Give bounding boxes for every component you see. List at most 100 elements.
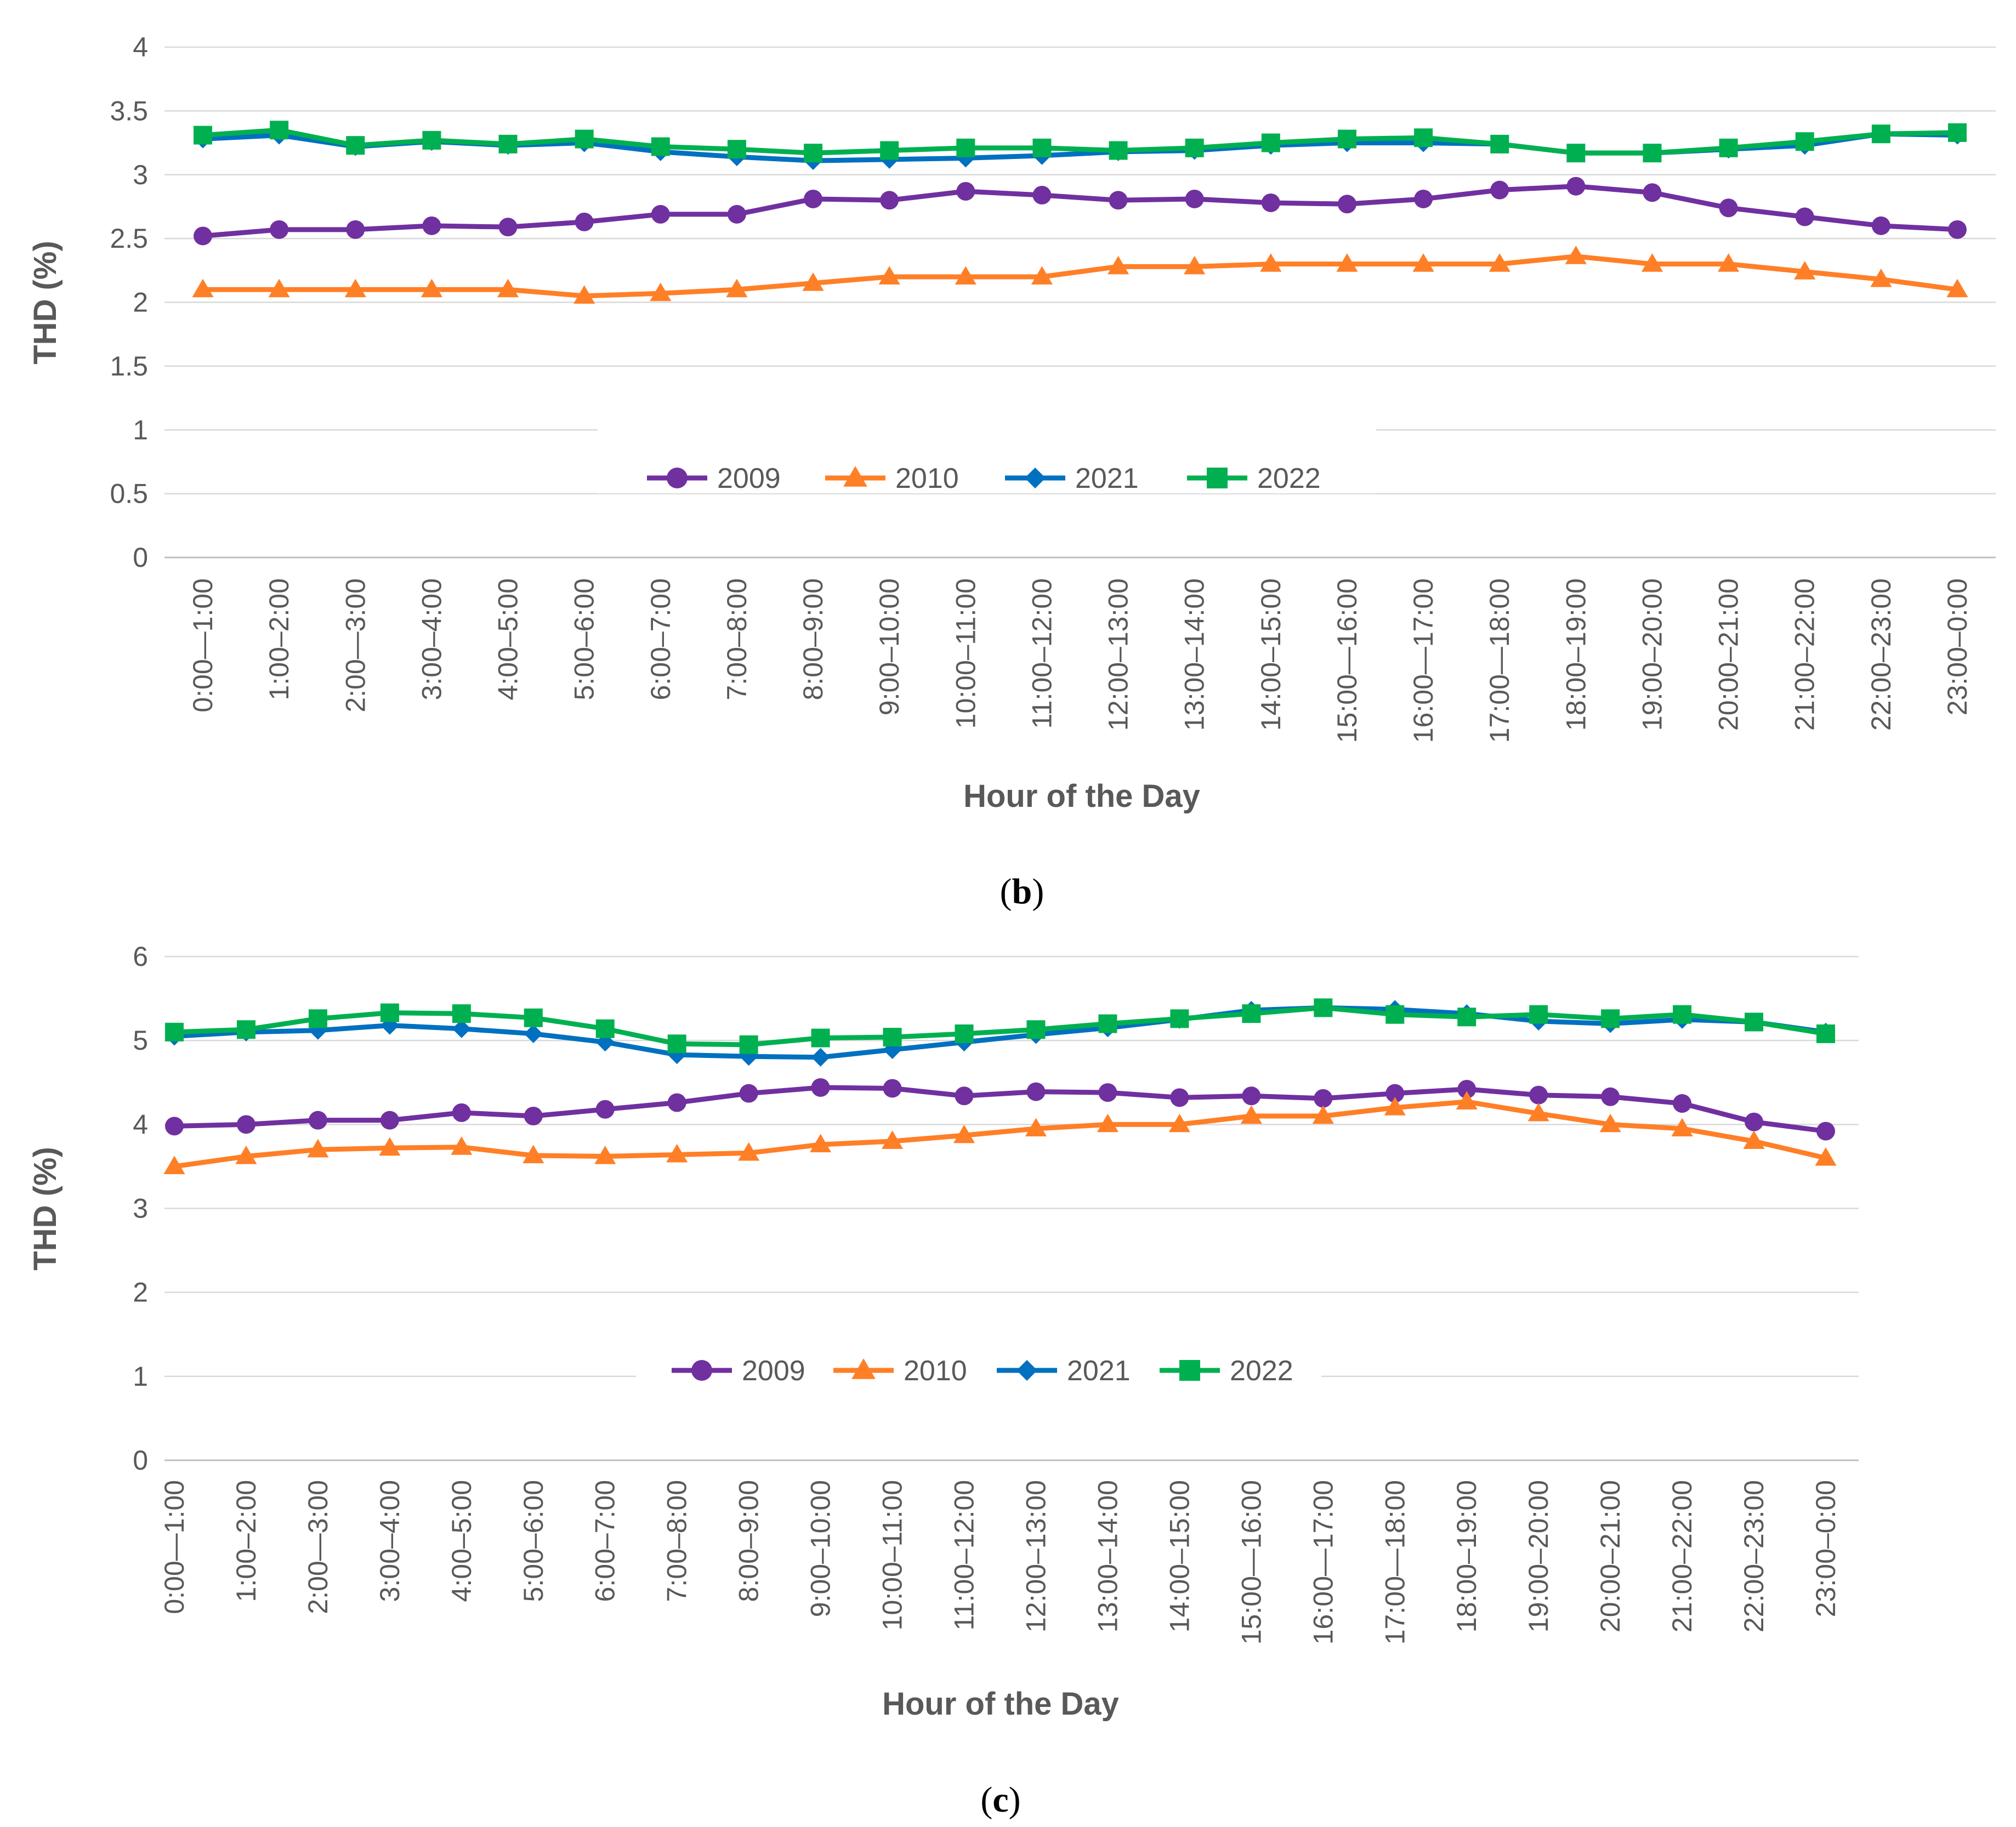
chart-c-series-2009-point <box>1242 1086 1261 1106</box>
chart-c-series-2010-point <box>1599 1113 1621 1132</box>
chart-c-series-2022-point <box>883 1028 902 1047</box>
chart-b-series-2010-point <box>1870 269 1892 287</box>
chart-c-series-2009-point <box>380 1111 399 1130</box>
chart-b-series-2010-point <box>573 285 595 304</box>
chart-b-series-2009-point <box>194 226 212 246</box>
chart-c-series-2010-point <box>1097 1113 1118 1132</box>
chart-b-series-2010-line <box>200 254 1960 299</box>
chart-c-y-tick-label: 2 <box>133 1277 148 1308</box>
chart-c-y-tick-label: 6 <box>133 941 148 972</box>
chart-c-x-tick-label: 0:00—1:00 <box>159 1480 190 1614</box>
chart-b-series-2009-point <box>727 204 746 224</box>
chart-b-x-tick-label: 16:00—17:00 <box>1408 578 1439 743</box>
chart-b-x-tick-label: 1:00–2:00 <box>264 578 294 700</box>
chart-c-series-2009-point <box>667 1093 686 1112</box>
chart-c-caption-open: ( <box>980 1780 992 1820</box>
chart-b-y-tick-label: 2.5 <box>110 223 148 254</box>
chart-c-x-tick-label: 13:00–14:00 <box>1092 1480 1123 1632</box>
chart-panel-c: 0 1 2 3 4 5 6 0:00—1:00 1:00–2:00 2:00—3:00 3:00–… <box>27 941 1859 1820</box>
chart-c-series-2022-point <box>236 1020 255 1039</box>
chart-c-series-2010-point <box>1312 1105 1334 1124</box>
chart-b-x-tick-label: 13:00–14:00 <box>1179 578 1210 731</box>
chart-b-y-tick-label: 1.5 <box>110 351 148 382</box>
chart-c-series-2022-point <box>1026 1020 1046 1039</box>
chart-b-series-2010-point <box>1489 253 1510 272</box>
chart-b-series-2022-point <box>1566 144 1586 163</box>
chart-b-y-tick-label: 4 <box>133 32 148 62</box>
chart-b-x-tick-label: 10:00–11:00 <box>950 578 981 728</box>
chart-b-series-2009-point <box>270 220 289 239</box>
chart-c-series-2009-point <box>308 1111 327 1130</box>
chart-c-x-tick-label: 15:00—16:00 <box>1236 1480 1267 1644</box>
chart-b-x-tick-label: 21:00–22:00 <box>1790 578 1820 731</box>
chart-b-series-2022-point <box>1337 129 1356 149</box>
chart-c-series-2009-point <box>1170 1088 1189 1107</box>
chart-c-series-2009-point <box>883 1079 902 1098</box>
chart-b-series-2022-point <box>1261 133 1280 152</box>
chart-c-x-tick-label: 2:00—3:00 <box>303 1480 333 1614</box>
chart-b-x-axis-title: Hour of the Day <box>963 778 1200 814</box>
chart-b-series-2022-point <box>1643 144 1662 163</box>
chart-b-series-2010-point <box>344 278 366 298</box>
chart-b-series <box>192 121 1968 304</box>
chart-c-series-2022-point <box>1673 1005 1692 1024</box>
chart-c-caption-letter: c <box>992 1780 1008 1820</box>
chart-b-series-2009-point <box>1719 198 1738 218</box>
chart-b-series-2010-point <box>1946 278 1968 298</box>
chart-c-series-2010-point <box>1815 1147 1837 1166</box>
chart-c-series-2009-point <box>165 1117 184 1136</box>
chart-b-y-tick-label: 1 <box>133 414 148 445</box>
chart-c-series-2009-point <box>1601 1087 1620 1106</box>
chart-b-series-2022-point <box>194 126 212 145</box>
chart-c-series-2022-point <box>595 1019 615 1038</box>
chart-b-series-2009-point <box>1414 189 1433 208</box>
chart-c-x-tick-label: 7:00–8:00 <box>662 1480 692 1602</box>
chart-b-series-2010-point <box>1565 246 1587 264</box>
chart-c-x-tick-label: 10:00–11:00 <box>877 1480 908 1630</box>
chart-b-series-2010-point <box>1794 261 1816 280</box>
chart-b-series-2022-point <box>1032 138 1052 157</box>
chart-c-series-2010-point <box>163 1156 185 1174</box>
chart-b-x-tick-label: 23:00–0:00 <box>1942 578 1973 715</box>
chart-b-series-2022-point <box>498 134 518 153</box>
chart-b-legend-2009-marker <box>667 468 688 488</box>
chart-c-x-tick-label: 5:00–6:00 <box>518 1480 549 1602</box>
chart-c-legend-2022-label: 2022 <box>1230 1355 1293 1387</box>
chart-b-y-tick-label: 0 <box>133 542 148 573</box>
chart-b-series-2009-point <box>1109 191 1128 210</box>
chart-c-series-2010-point <box>953 1124 975 1143</box>
chart-b-legend-2010-marker <box>843 466 867 487</box>
chart-c-series-2022-point <box>667 1034 686 1054</box>
chart-c-series-2009-point <box>1385 1084 1405 1103</box>
chart-b-series-2009-point <box>1337 195 1356 214</box>
chart-c-series-2022-point <box>1457 1008 1476 1027</box>
chart-c-series-2021-point <box>811 1048 830 1067</box>
chart-b-series-2022-point <box>727 140 746 159</box>
chart-b-x-ticks: 0:00—1:00 1:00–2:00 2:00—3:00 3:00–4:00 4:00… <box>188 578 1973 743</box>
chart-b-series-2010-point <box>1336 253 1358 272</box>
chart-b-x-tick-label: 5:00–6:00 <box>569 578 600 700</box>
chart-b-series-2022-point <box>956 138 975 157</box>
chart-b-x-tick-label: 6:00–7:00 <box>645 578 676 700</box>
chart-c-series-2010-point <box>810 1134 832 1153</box>
chart-c-series-2022-point <box>1601 1009 1620 1028</box>
chart-c-series-2010-point <box>451 1136 473 1155</box>
chart-b-series-2009-point <box>498 218 518 237</box>
chart-b-y-tick-label: 3 <box>133 160 148 190</box>
chart-b-x-tick-label: 17:00—18:00 <box>1484 578 1515 743</box>
chart-c-series-2009-point <box>236 1115 255 1134</box>
chart-b-legend-2021-marker <box>1025 468 1046 488</box>
chart-c-series-2009-point <box>811 1078 830 1097</box>
chart-c-x-tick-label: 22:00–23:00 <box>1739 1480 1769 1632</box>
chart-b-legend-2022-marker <box>1207 468 1228 488</box>
chart-b-y-tick-label: 0.5 <box>110 479 148 509</box>
chart-c-y-axis-title: THD (%) <box>27 1147 63 1271</box>
chart-b-legend-2022-label: 2022 <box>1257 463 1321 494</box>
chart-c-x-axis-title: Hour of the Day <box>882 1686 1119 1722</box>
chart-b-series-2010-point <box>1031 266 1053 285</box>
chart-b-series-2009-point <box>1871 216 1890 235</box>
chart-b-caption: (b) <box>1000 872 1044 912</box>
chart-b-series-2009-point <box>1032 185 1052 204</box>
chart-c-series-2010-point <box>738 1142 760 1161</box>
chart-b-series-2010-point <box>268 278 290 298</box>
